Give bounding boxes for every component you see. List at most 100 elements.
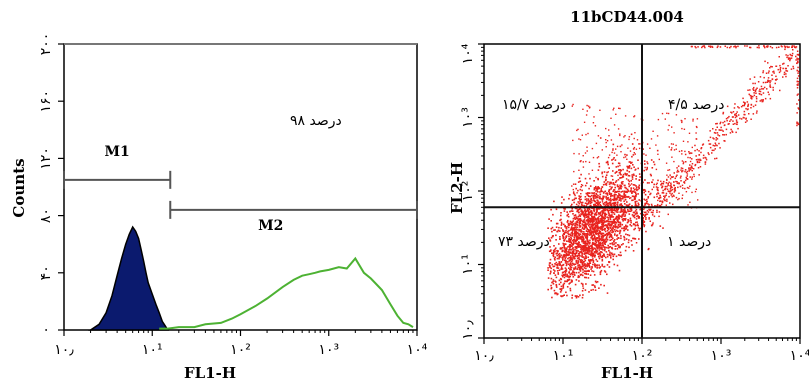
scatter-point: [566, 211, 568, 213]
scatter-point: [652, 209, 654, 212]
scatter-point: [669, 185, 671, 187]
scatter-point: [604, 234, 606, 236]
scatter-point: [560, 261, 563, 263]
scatter-point: [664, 118, 666, 120]
scatter-point: [550, 249, 552, 251]
scatter-point: [590, 237, 592, 239]
scatter-point: [611, 211, 614, 214]
scatter-point: [586, 150, 588, 152]
scatter-point: [594, 212, 597, 214]
scatter-point: [563, 282, 566, 285]
scatter-point: [749, 89, 751, 91]
scatter-point: [657, 153, 659, 155]
scatter-point: [626, 221, 629, 224]
scatter-point: [555, 208, 558, 211]
scatter-point: [708, 143, 711, 145]
scatter-point: [590, 199, 593, 201]
scatter-point: [565, 252, 568, 254]
scatter-point: [625, 196, 627, 198]
scatter-point: [572, 229, 574, 231]
scatter-point: [627, 174, 630, 177]
scatter-point: [583, 233, 586, 236]
scatter-point: [647, 211, 650, 213]
scatter-point: [612, 143, 615, 146]
scatter-point: [584, 276, 586, 279]
scatter-y-tick-label: ۱۰٫: [460, 320, 476, 340]
scatter-point: [571, 105, 573, 107]
scatter-point: [552, 279, 555, 281]
scatter-point: [619, 186, 622, 188]
scatter-point: [598, 165, 601, 168]
scatter-point: [571, 294, 574, 297]
scatter-point: [574, 183, 577, 185]
scatter-point: [627, 219, 629, 221]
scatter-point: [588, 213, 591, 216]
scatter-point: [655, 183, 658, 186]
scatter-point: [767, 77, 770, 79]
scatter-point: [613, 243, 616, 245]
scatter-point: [709, 130, 711, 132]
scatter-point: [727, 117, 729, 119]
scatter-point: [616, 244, 619, 246]
scatter-point: [581, 290, 584, 292]
scatter-point: [589, 218, 592, 220]
scatter-point: [560, 214, 562, 217]
scatter-point: [662, 227, 664, 229]
scatter-point: [693, 168, 695, 170]
scatter-point: [555, 276, 558, 279]
scatter-point: [708, 45, 710, 47]
scatter-point: [607, 233, 610, 236]
scatter-point: [595, 222, 598, 224]
scatter-point: [638, 184, 641, 187]
scatter-point: [615, 194, 617, 196]
scatter-point: [590, 224, 592, 226]
scatter-point: [573, 152, 575, 155]
scatter-point: [585, 210, 587, 212]
scatter-point: [586, 182, 588, 184]
scatter-point: [793, 45, 795, 47]
scatter-point: [594, 197, 597, 199]
scatter-point: [563, 250, 566, 253]
scatter-point: [692, 118, 694, 120]
scatter-point: [601, 246, 603, 249]
scatter-point: [635, 175, 637, 177]
scatter-point: [569, 267, 572, 269]
scatter-point: [600, 269, 603, 272]
scatter-point: [665, 204, 667, 206]
scatter-point: [752, 89, 755, 91]
scatter-point: [660, 203, 663, 206]
scatter-point: [591, 220, 594, 223]
scatter-point: [585, 224, 587, 226]
scatter-point: [585, 249, 587, 251]
scatter-point: [590, 201, 593, 204]
scatter-point: [558, 269, 561, 271]
scatter-point: [634, 213, 637, 215]
scatter-point: [749, 46, 752, 49]
scatter-point: [785, 73, 787, 75]
scatter-point: [606, 208, 608, 211]
scatter-point: [578, 237, 581, 240]
scatter-point: [593, 208, 595, 211]
scatter-point: [594, 238, 597, 240]
scatter-point: [612, 190, 614, 193]
scatter-point: [567, 233, 570, 236]
scatter-point: [611, 151, 613, 154]
scatter-point: [704, 163, 707, 165]
scatter-point: [574, 274, 576, 276]
scatter-point: [629, 161, 631, 163]
scatter-point: [610, 194, 612, 197]
scatter-point: [632, 164, 634, 166]
scatter-point: [576, 192, 578, 194]
histogram-y-tick-label: ۱۶۰: [38, 90, 54, 113]
scatter-point: [625, 245, 628, 248]
scatter-point: [778, 46, 780, 48]
scatter-point: [657, 189, 659, 192]
scatter-point: [592, 260, 595, 262]
scatter-point: [622, 243, 624, 245]
scatter-point: [587, 231, 589, 233]
scatter-point: [610, 224, 613, 227]
scatter-point: [588, 223, 590, 226]
scatter-point: [557, 263, 559, 265]
scatter-point: [752, 82, 754, 85]
scatter-point: [601, 248, 603, 250]
